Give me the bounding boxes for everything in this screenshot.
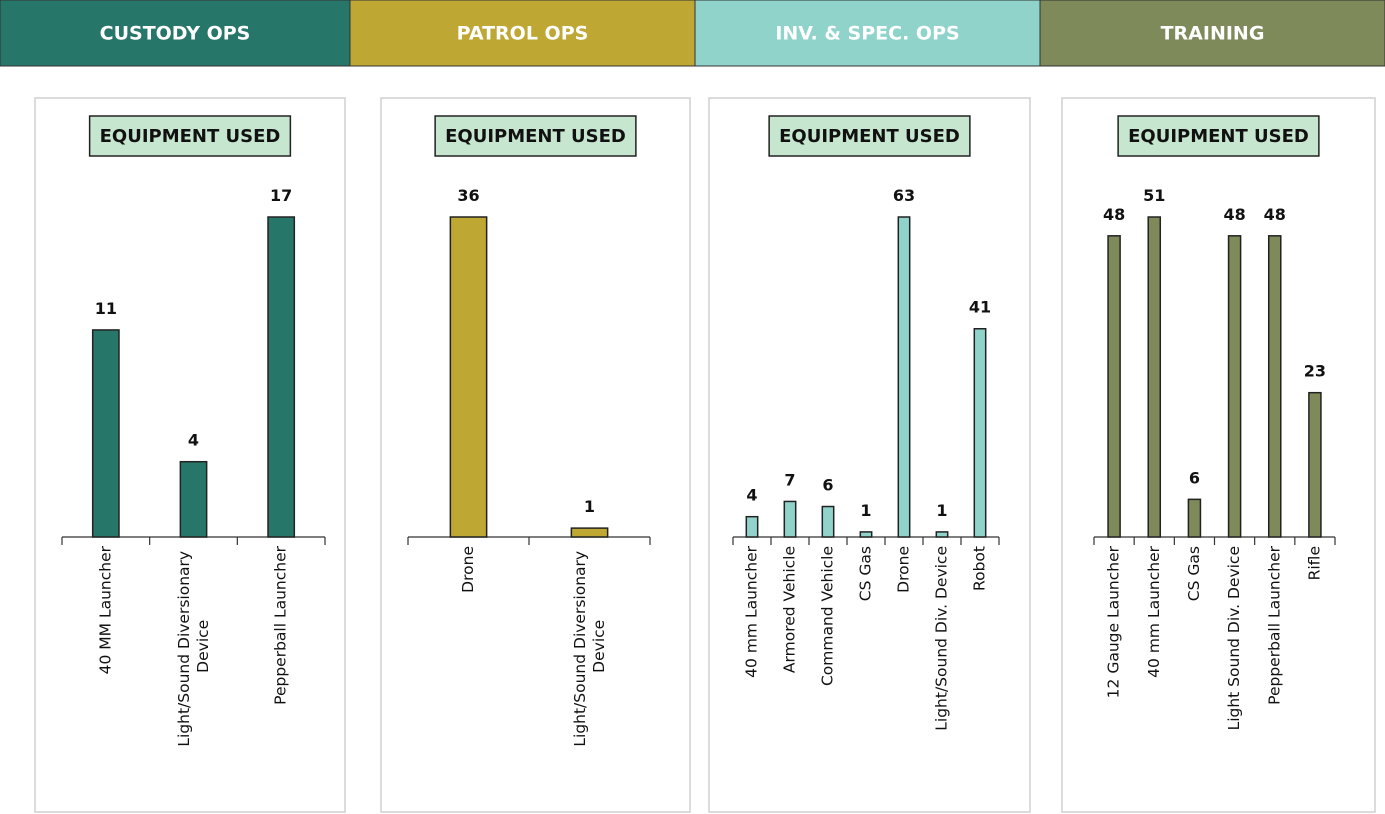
data-label: 23	[1304, 362, 1326, 381]
x-tick-label: 40 mm Launcher	[743, 545, 761, 677]
bar	[179, 460, 208, 538]
x-tick-label: Rifle	[1305, 546, 1323, 580]
bar	[449, 216, 488, 538]
bar	[1147, 216, 1162, 538]
data-label: 41	[969, 298, 991, 317]
x-tick-label: CS Gas	[1185, 546, 1203, 601]
chart-title: EQUIPMENT USED	[445, 126, 626, 147]
data-label: 48	[1103, 205, 1125, 224]
title-box	[768, 115, 971, 157]
x-tick-label-line: Light/Sound Diversionary	[175, 546, 193, 747]
x-tick-label: Pepperball Launcher	[272, 545, 290, 704]
bar	[897, 216, 911, 538]
x-tick-label: CS Gas	[857, 546, 875, 601]
x-tick-label: Command Vehicle	[819, 546, 837, 686]
data-label: 1	[936, 501, 947, 520]
x-tick-label: 40 MM Launcher	[96, 545, 114, 674]
bar	[1187, 498, 1202, 538]
bar	[570, 527, 609, 538]
bar	[859, 531, 873, 538]
section-header-text: CUSTODY OPS	[100, 23, 251, 45]
data-label: 6	[1189, 468, 1200, 487]
data-label: 4	[188, 431, 199, 450]
data-label: 1	[584, 497, 595, 516]
section-header	[1039, 0, 1385, 67]
x-tick-label: Drone	[459, 546, 477, 593]
data-label: 36	[457, 186, 479, 205]
data-label: 63	[893, 186, 915, 205]
bar	[1308, 391, 1322, 538]
x-tick-label: Pepperball Launcher	[1265, 545, 1283, 704]
bar	[821, 505, 835, 538]
x-tick-label: Light/Sound Diversionary Device	[571, 546, 608, 747]
x-tick-label: Light/Sound Diversionary Device	[175, 546, 212, 747]
chart-title: EQUIPMENT USED	[100, 126, 281, 147]
section-header	[0, 0, 351, 67]
title-box	[1117, 115, 1320, 157]
x-tick-label: 40 mm Launcher	[1145, 545, 1163, 677]
x-tick-label-line: Light/Sound Diversionary	[571, 546, 589, 747]
data-label: 7	[784, 470, 795, 489]
bar	[1267, 235, 1282, 538]
bar	[783, 500, 797, 538]
data-label: 51	[1143, 186, 1165, 205]
section-header-text: TRAINING	[1161, 23, 1265, 45]
data-label: 11	[95, 299, 117, 318]
bar	[267, 216, 296, 538]
bar	[745, 515, 759, 538]
bar	[935, 531, 949, 538]
section-header	[694, 0, 1041, 67]
data-label: 1	[860, 501, 871, 520]
x-tick-label: 12 Gauge Launcher	[1105, 545, 1123, 698]
data-label: 6	[822, 476, 833, 495]
title-box	[88, 115, 292, 157]
bar	[1227, 235, 1242, 538]
data-label: 4	[746, 486, 757, 505]
panel	[380, 97, 691, 813]
section-header	[349, 0, 696, 67]
data-label: 17	[270, 186, 292, 205]
bar	[1107, 235, 1121, 538]
x-tick-label: Robot	[971, 546, 989, 591]
x-tick-label: Light Sound Div. Device	[1225, 546, 1243, 730]
x-tick-label-line: Device	[589, 620, 607, 673]
x-tick-label: Light/Sound Div. Device	[933, 546, 951, 731]
chart-title: EQUIPMENT USED	[779, 126, 960, 147]
chart-title: EQUIPMENT USED	[1128, 126, 1309, 147]
data-label: 48	[1264, 205, 1286, 224]
x-tick-label-line: Device	[193, 620, 211, 673]
bar	[973, 327, 987, 538]
x-tick-label: Drone	[895, 546, 913, 593]
title-box	[434, 115, 637, 157]
section-header-text: PATROL OPS	[457, 23, 589, 45]
section-header-text: INV. & SPEC. OPS	[775, 23, 959, 45]
data-label: 48	[1223, 205, 1245, 224]
x-tick-label: Armored Vehicle	[781, 546, 799, 673]
bar	[91, 329, 120, 538]
